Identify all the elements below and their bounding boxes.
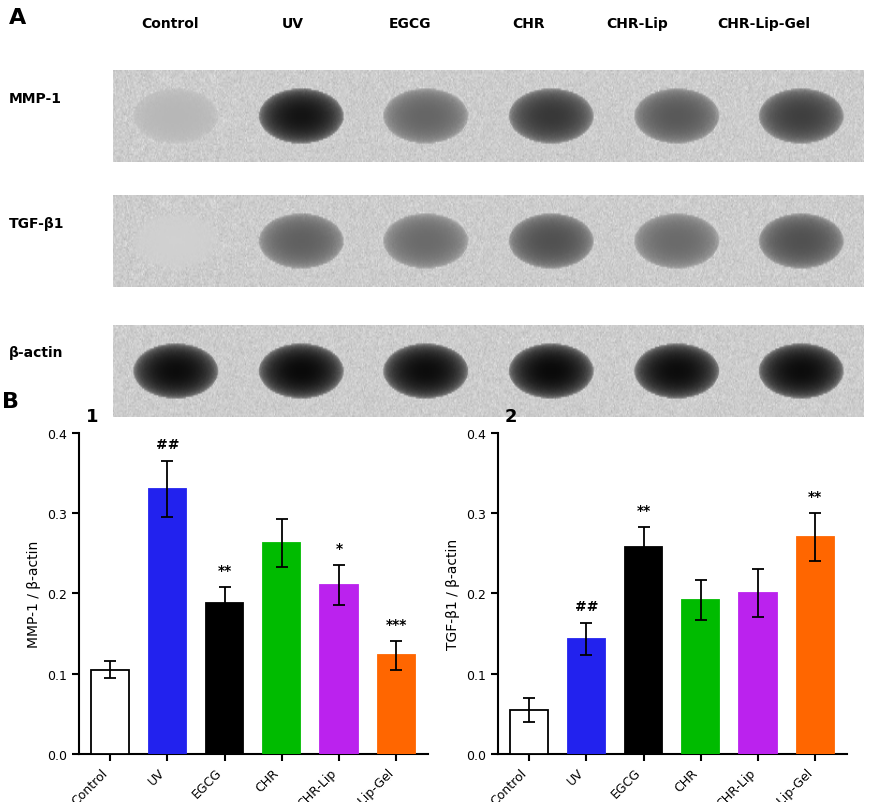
Bar (682, 600, 719, 754)
Text: EGCG: EGCG (389, 17, 431, 30)
Text: Control: Control (141, 17, 199, 30)
Text: ##: ## (155, 438, 179, 452)
Text: *: * (335, 542, 342, 556)
Text: UV: UV (281, 17, 304, 30)
Text: B: B (2, 391, 18, 411)
Text: CHR: CHR (512, 17, 545, 30)
Bar (739, 593, 777, 754)
Bar (567, 639, 605, 754)
Text: CHR-Lip-Gel: CHR-Lip-Gel (718, 17, 810, 30)
Bar (625, 547, 663, 754)
Text: A: A (9, 8, 26, 28)
Text: 2: 2 (505, 407, 517, 425)
Text: ***: *** (386, 618, 407, 631)
Bar (206, 603, 244, 754)
Text: MMP-1: MMP-1 (9, 91, 62, 105)
Y-axis label: MMP-1 / β-actin: MMP-1 / β-actin (27, 540, 41, 647)
Bar (263, 543, 300, 754)
Text: CHR-Lip: CHR-Lip (607, 17, 668, 30)
Text: **: ** (217, 564, 231, 577)
Bar (511, 710, 547, 754)
Bar (797, 537, 834, 754)
Text: 1: 1 (86, 407, 98, 425)
Bar (378, 655, 415, 754)
Text: **: ** (636, 504, 650, 517)
Text: **: ** (808, 490, 822, 504)
Bar (92, 670, 128, 754)
Bar (148, 489, 186, 754)
Text: TGF-β1: TGF-β1 (9, 217, 65, 230)
Bar (320, 585, 358, 754)
Y-axis label: TGF-β1 / β-actin: TGF-β1 / β-actin (446, 538, 460, 649)
Text: β-actin: β-actin (9, 346, 63, 360)
Text: ##: ## (574, 600, 598, 614)
